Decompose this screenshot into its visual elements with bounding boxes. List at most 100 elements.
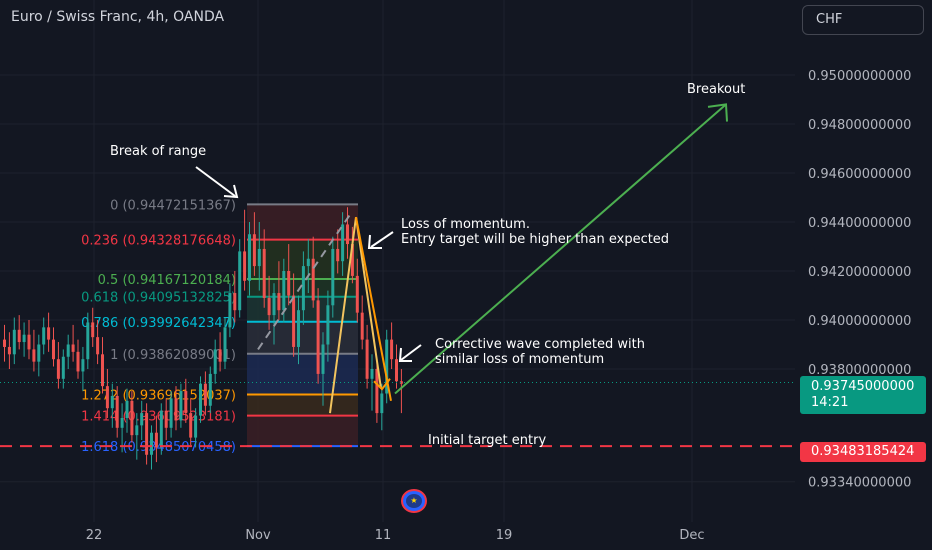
price-axis-label: 0.94400000000 — [808, 216, 911, 231]
fib-level-label: 0.236 (0.94328176648) — [81, 234, 236, 249]
candle-body — [282, 271, 286, 311]
flag-marker-icon[interactable]: ★ — [401, 489, 427, 513]
candle-body — [218, 349, 222, 362]
candles — [3, 207, 403, 470]
candle-body — [17, 329, 21, 343]
fib-level-label: 1.618 (0.93485070458) — [81, 440, 236, 455]
candle-body — [297, 310, 300, 347]
corrective-arrow — [400, 344, 422, 361]
candle-body — [257, 248, 261, 267]
candle-body — [135, 425, 139, 436]
candle-body — [91, 322, 95, 338]
breakout-arrowhead — [707, 103, 728, 122]
candle-body — [248, 234, 251, 281]
candle-body — [22, 334, 26, 343]
candle-body — [61, 356, 65, 379]
fib-band — [247, 415, 358, 447]
symbol-title[interactable]: Euro / Swiss Franc, 4h, OANDA — [11, 9, 225, 25]
candle-body — [7, 346, 11, 355]
candle-body — [331, 248, 335, 306]
last-price-value: 0.93745000000 — [811, 379, 915, 394]
candle-body — [12, 329, 16, 355]
candle-body — [243, 251, 247, 281]
candle-body — [120, 418, 124, 428]
fib-band — [247, 353, 358, 395]
candle-body — [252, 234, 256, 267]
fib-level-label: 1.272 (0.93696152037) — [81, 388, 236, 403]
time-axis-label: Nov — [245, 528, 271, 543]
annotation-text: Entry target will be higher than expecte… — [401, 232, 669, 247]
candle-body — [326, 305, 330, 345]
candle-body — [365, 339, 369, 379]
candle-body — [385, 339, 389, 394]
price-axis-label: 0.94600000000 — [808, 167, 911, 182]
candle-body — [37, 344, 41, 362]
momentum-line — [355, 216, 392, 402]
candle-body — [223, 327, 227, 362]
candle-body — [287, 271, 291, 296]
price-axis-label: 0.93800000000 — [808, 363, 911, 378]
candle-body — [154, 432, 158, 448]
fib-level-label: 0.786 (0.93992642347) — [81, 316, 236, 331]
candle-body — [169, 398, 173, 428]
annotation-text: similar loss of momentum — [435, 352, 604, 367]
candle-body — [360, 312, 364, 340]
corrective-arrowhead — [398, 347, 412, 362]
time-axis-label: 19 — [496, 528, 513, 543]
price-axis-label: 0.95000000000 — [808, 69, 911, 84]
currency-button[interactable]: CHF — [802, 5, 924, 35]
candle-body — [86, 322, 90, 360]
candle-body — [199, 383, 202, 416]
annotation-text: Corrective wave completed with — [435, 337, 645, 352]
candle-body — [145, 413, 149, 455]
candle-body — [399, 381, 403, 384]
candle-body — [355, 275, 359, 313]
candle-body — [32, 349, 36, 362]
eu-flag-icon: ★ — [406, 494, 422, 508]
fibonacci-retracement: 0 (0.94472151367) 0.236 (0.94328176648) 0.… — [81, 198, 358, 455]
candle-body — [47, 327, 51, 340]
candle-body — [42, 327, 46, 345]
annotation-text: Loss of momentum. — [401, 217, 530, 232]
candle-body — [375, 369, 379, 414]
candle-body — [238, 251, 242, 311]
wave-arrowhead — [373, 378, 391, 391]
fib-band — [247, 204, 358, 240]
time-axis-label: 11 — [375, 528, 392, 543]
candle-body — [179, 391, 183, 421]
candle-body — [277, 293, 281, 311]
candle-body — [81, 359, 85, 372]
candle-body — [292, 295, 296, 347]
candle-body — [150, 432, 153, 455]
candle-body — [341, 224, 345, 262]
price-axis-label: 0.94200000000 — [808, 265, 911, 280]
candle-body — [316, 300, 320, 374]
fib-band — [247, 394, 358, 416]
candle-body — [189, 413, 193, 438]
candle-body — [164, 410, 168, 428]
momentum-arrow — [370, 231, 394, 248]
candle-body — [301, 266, 305, 311]
candle-body — [184, 391, 188, 414]
candle-body — [380, 393, 384, 414]
fib-level-label: 0.5 (0.94167120184) — [98, 273, 236, 288]
candle-body — [272, 293, 276, 316]
candle-body — [52, 339, 55, 360]
candle-body — [101, 354, 104, 387]
candle-body — [350, 244, 354, 276]
bar-countdown: 14:21 — [811, 395, 849, 410]
candle-body — [66, 344, 70, 357]
candle-body — [395, 359, 398, 382]
target-price-tag: 0.93483185424 — [800, 442, 926, 462]
break-of-range-arrowhead — [223, 184, 239, 199]
candle-body — [76, 351, 80, 372]
candle-body — [203, 383, 207, 406]
drawings — [0, 103, 795, 448]
candle-body — [262, 248, 266, 298]
time-axis-label: 22 — [86, 528, 103, 543]
price-axis-label: 0.93340000000 — [808, 476, 911, 491]
candle-body — [306, 258, 310, 267]
candle-body — [130, 400, 134, 436]
candle-body — [228, 293, 232, 328]
